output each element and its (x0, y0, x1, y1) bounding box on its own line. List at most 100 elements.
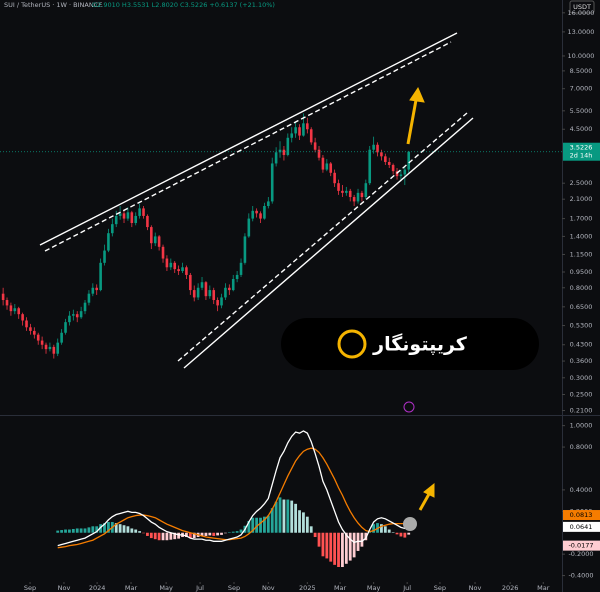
candle-body (348, 190, 352, 198)
y-tick-label: 4.5000 (570, 125, 593, 133)
candle-body (399, 174, 403, 177)
candle-body (384, 156, 387, 162)
histogram-bar (321, 532, 325, 557)
candle-body (255, 210, 258, 214)
candle-body (282, 149, 286, 155)
histogram-bar (212, 532, 216, 536)
histogram-bar (95, 526, 99, 533)
candle-body (302, 123, 305, 136)
upper-trendline-dashed (44, 41, 452, 252)
candle-body (220, 297, 223, 306)
histogram-bar (138, 531, 142, 533)
candle-body (40, 340, 44, 345)
y-tick-label: -0.4000 (568, 572, 593, 580)
y-tick-label: 2.1000 (570, 195, 593, 203)
y-tick-label: 0.6500 (570, 303, 593, 311)
candle-body (306, 123, 309, 130)
histogram-bar (118, 524, 122, 533)
y-tick-label: 0.3600 (570, 357, 593, 365)
candle-body (294, 127, 297, 134)
candle-body (177, 269, 180, 272)
candle-body (111, 224, 114, 234)
candle-body (290, 133, 294, 138)
histogram-bar (142, 532, 145, 534)
histogram-bar (64, 529, 67, 533)
watermark-logo (337, 329, 367, 359)
candle-body (239, 262, 243, 275)
candle-body (79, 311, 83, 318)
candle-body (189, 274, 192, 291)
histogram-bar (79, 528, 83, 533)
histogram-bar (294, 503, 298, 533)
x-tick-label: 2025 (299, 584, 316, 592)
histogram-bar (200, 532, 204, 536)
symbol-title: SUI / TetherUS · 1W · BINANCE (4, 1, 102, 9)
y-tick-label: 0.5300 (570, 322, 593, 330)
upper-trendline (39, 32, 458, 246)
histogram-bar (130, 528, 134, 533)
histogram-bar (224, 532, 227, 534)
histogram-bar (251, 517, 255, 533)
candle-body (251, 210, 255, 219)
candle-body (48, 346, 52, 350)
histogram-bar (216, 532, 220, 536)
histogram-bar (302, 512, 305, 533)
histogram-bar (407, 532, 411, 535)
histogram-bar (153, 532, 157, 540)
histogram-bar (352, 532, 356, 558)
histogram-bar (317, 532, 321, 547)
candle-body (333, 172, 336, 184)
y-tick-label: 8.5000 (570, 67, 593, 75)
candle-body (309, 129, 313, 143)
y-tick-label: 0.2500 (570, 391, 593, 399)
candle-body (263, 205, 266, 219)
histogram-bar (383, 526, 387, 533)
histogram-bar (204, 532, 208, 536)
axis-labels: 16.0000 13.0000 10.0000 8.5000 7.0000 5.5000 4… (24, 9, 600, 592)
candle-body (192, 290, 196, 298)
candle-body (114, 215, 118, 225)
histogram-bar (282, 499, 286, 533)
signal-line (57, 447, 409, 549)
histogram-bar (255, 517, 259, 533)
candle-body (44, 344, 48, 350)
x-tick-label: Sep (24, 584, 36, 592)
histogram-bar (263, 516, 266, 533)
histogram-bar (114, 523, 118, 533)
arrow-shaft (406, 99, 418, 145)
candle-body (161, 246, 165, 259)
histogram-bar (270, 508, 274, 533)
candle-body (259, 213, 262, 219)
candle-body (9, 305, 13, 312)
histogram-bar (360, 532, 364, 547)
histogram-value-label: -0.0177 (568, 542, 593, 550)
candle-body (380, 152, 383, 157)
candle-body (29, 327, 32, 331)
candle-body (228, 287, 231, 291)
histogram-bar (75, 528, 79, 533)
histogram-value-box (563, 540, 600, 551)
candle-body (99, 262, 102, 291)
candle-body (368, 149, 372, 184)
y-tick-label: 0.9500 (570, 268, 593, 276)
candle-body (75, 314, 79, 318)
x-tick-label: Nov (58, 584, 71, 592)
watermark-box (281, 318, 539, 370)
histogram-bar (364, 532, 368, 541)
arrow-head (409, 86, 425, 103)
candle-body (68, 315, 71, 323)
y-tick-label: 0.8000 (570, 443, 593, 451)
histogram-bar (380, 524, 383, 533)
x-tick-label: Nov (262, 584, 275, 592)
plot-area (0, 113, 562, 568)
histogram-bar (231, 531, 235, 533)
x-tick-label: Sep (228, 584, 240, 592)
candle-body (138, 208, 141, 216)
candle-body (150, 227, 153, 244)
candle-body (325, 163, 329, 170)
histogram-bar (56, 530, 60, 533)
event-icon (403, 401, 415, 413)
histogram-bar (274, 501, 278, 533)
candle-body (83, 302, 87, 312)
